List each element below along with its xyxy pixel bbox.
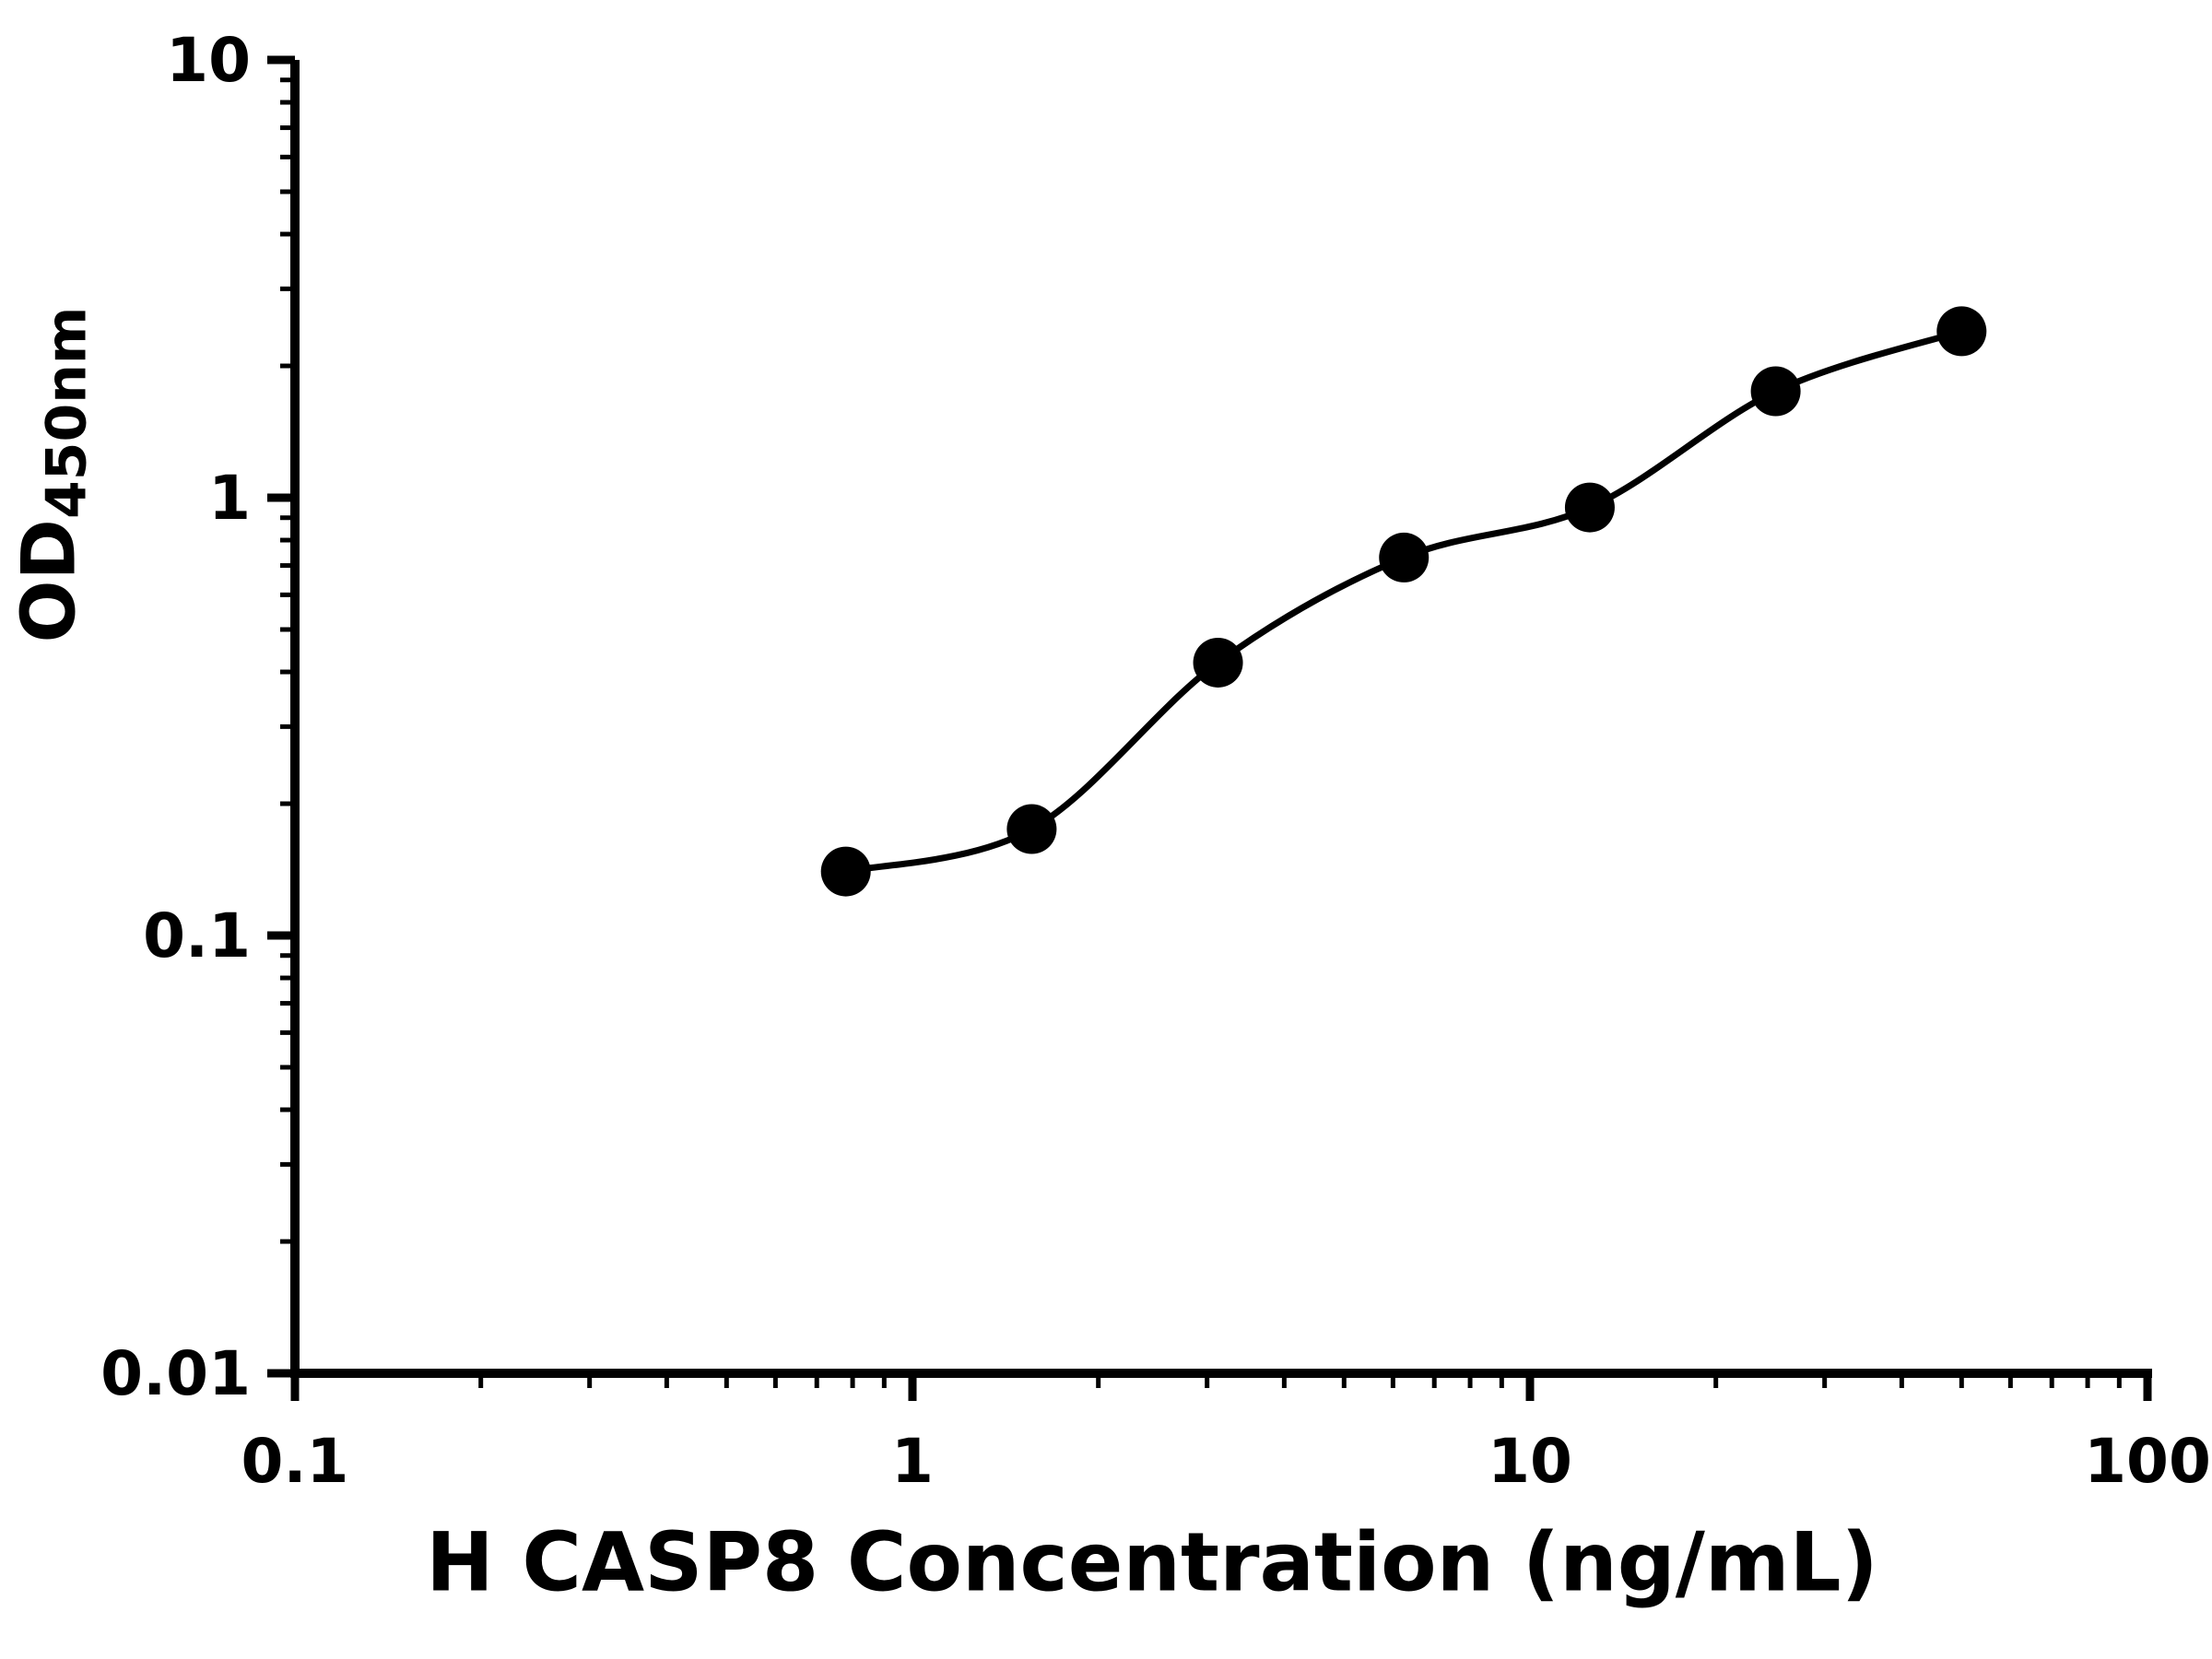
y-axis-title-main: OD (6, 519, 92, 643)
data-point (1564, 482, 1615, 533)
fit-curve (844, 328, 1963, 876)
y-tick-label: 0.01 (100, 1338, 251, 1409)
data-point (1193, 637, 1243, 688)
y-tick-label: 0.1 (143, 900, 251, 971)
y-axis-title: OD450nm (6, 307, 100, 643)
data-point (1750, 366, 1801, 417)
data-point (820, 846, 871, 897)
data-point (1936, 306, 1987, 357)
data-point (1379, 532, 1430, 582)
x-tick-label: 10 (1488, 1426, 1572, 1497)
y-tick-label: 1 (208, 463, 251, 534)
y-tick-label: 10 (166, 25, 251, 96)
data-point (1006, 804, 1057, 854)
x-tick-label: 0.1 (241, 1426, 349, 1497)
y-axis-title-subscript: 450nm (34, 306, 100, 520)
x-axis-title: H CASP8 Concentration (ng/mL) (426, 1514, 1878, 1610)
x-tick-label: 100 (2084, 1426, 2211, 1497)
x-tick-label: 1 (891, 1426, 934, 1497)
